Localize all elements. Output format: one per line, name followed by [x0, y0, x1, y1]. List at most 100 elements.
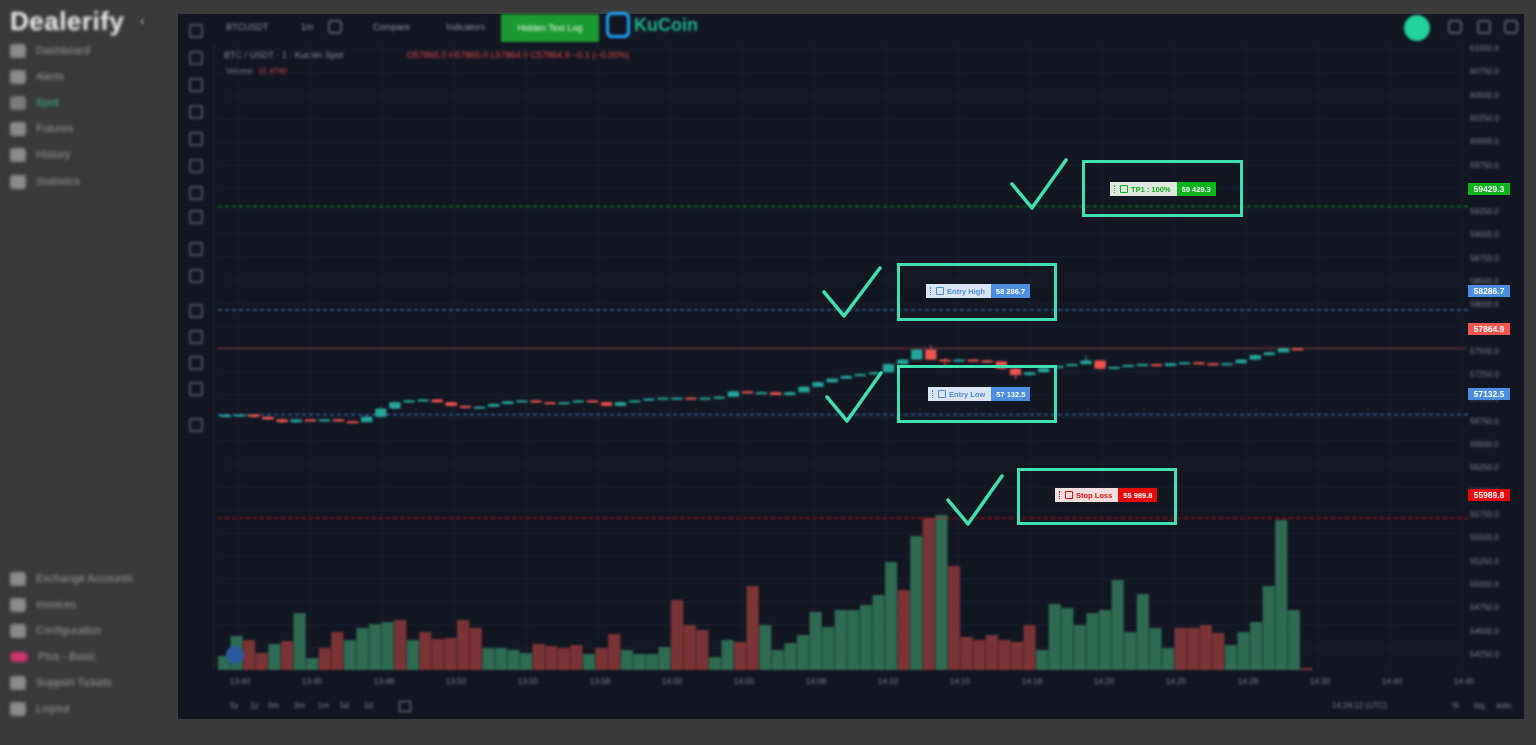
- range-6m[interactable]: 6m: [268, 701, 280, 710]
- sidebar-item-invoices[interactable]: Invoices: [10, 596, 76, 614]
- candle-type-icon[interactable]: [328, 20, 342, 34]
- lock-drawings-icon[interactable]: [189, 330, 203, 344]
- volume-bar: [922, 518, 935, 670]
- range-3m[interactable]: 3m: [294, 701, 306, 710]
- goto-date-icon[interactable]: [399, 701, 411, 712]
- log-toggle[interactable]: log: [1474, 701, 1485, 710]
- sidebar-item-dashboard[interactable]: Dashboard: [10, 42, 90, 60]
- tp-highlight-box: [1082, 160, 1243, 217]
- stop-loss-order-label[interactable]: Stop Loss 55 989.8: [1055, 488, 1158, 502]
- volume-bar: [1099, 610, 1112, 670]
- volume-bar: [998, 640, 1011, 670]
- sidebar-item-label: Spot: [36, 97, 59, 109]
- range-1m[interactable]: 1m: [318, 701, 330, 710]
- price-tick: 54750.0: [1470, 603, 1499, 613]
- candle: [911, 349, 923, 360]
- candle: [502, 401, 514, 405]
- auto-toggle[interactable]: auto: [1496, 701, 1512, 710]
- compare-button[interactable]: Compare: [373, 22, 411, 32]
- pattern-icon[interactable]: [189, 159, 203, 173]
- volume-bar: [847, 610, 860, 670]
- app-logo[interactable]: Dealerify: [10, 6, 125, 36]
- invoice-icon: [10, 598, 26, 612]
- time-tick: 13:50: [446, 677, 467, 686]
- sidebar-item-futures[interactable]: Futures: [10, 120, 73, 138]
- candle: [629, 400, 641, 403]
- brush-icon[interactable]: [189, 105, 203, 119]
- range-5y[interactable]: 5y: [230, 701, 239, 710]
- indicators-button[interactable]: Indicators: [446, 22, 486, 32]
- time-axis[interactable]: 13:40 13:45 13:48 13:50 13:55 13:58 14:00 14:05…: [218, 674, 1474, 690]
- sidebar-item-configuration[interactable]: Configuration: [10, 622, 101, 640]
- interval-selector[interactable]: 1m: [301, 22, 314, 32]
- fullscreen-icon[interactable]: [1477, 20, 1491, 34]
- sidebar-item-statistics[interactable]: Statistics: [10, 173, 80, 191]
- hide-button[interactable]: Hidden Text Log: [501, 14, 599, 42]
- eye-icon[interactable]: [189, 382, 203, 396]
- candle: [600, 402, 613, 406]
- sidebar-item-label: Invoices: [36, 599, 77, 611]
- volume-bar: [721, 640, 734, 670]
- range-5d[interactable]: 5d: [340, 701, 349, 710]
- range-1y[interactable]: 1y: [250, 701, 259, 710]
- sidebar-item-plus[interactable]: Plus - Basic: [10, 648, 96, 666]
- volume-bar: [897, 590, 910, 670]
- trendline-icon[interactable]: [189, 51, 203, 65]
- utc-clock[interactable]: 14:24:12 (UTC): [1332, 701, 1388, 710]
- settings-icon[interactable]: [1448, 20, 1462, 34]
- avatar[interactable]: [1404, 15, 1430, 41]
- volume-bar: [1187, 628, 1200, 670]
- tp-price-tag: 59429.3: [1468, 183, 1510, 195]
- candle: [318, 419, 331, 422]
- logout-icon: [10, 702, 26, 716]
- volume-bar: [431, 639, 445, 670]
- symbol-search[interactable]: BTCUSDT: [226, 22, 269, 32]
- drag-handle-icon[interactable]: [932, 390, 935, 398]
- entry-high-order-label[interactable]: Entry High 58 286.7: [926, 284, 1031, 298]
- camera-icon[interactable]: [1504, 20, 1518, 34]
- prediction-icon[interactable]: [189, 186, 203, 200]
- sidebar-item-exchange-accounts[interactable]: Exchange Accounts: [10, 570, 133, 588]
- fib-icon[interactable]: [189, 78, 203, 92]
- price-chart[interactable]: [178, 14, 1524, 719]
- ruler-icon[interactable]: [189, 242, 203, 256]
- candle: [332, 419, 345, 422]
- sidebar-item-spot[interactable]: Spot: [10, 94, 59, 112]
- hide-drawings-icon[interactable]: [189, 356, 203, 370]
- entry-low-price-tag: 57132.5: [1468, 388, 1510, 400]
- candle: [276, 419, 288, 423]
- drag-handle-icon[interactable]: [1114, 185, 1117, 193]
- legend-symbol: BTC / USDT · 1 · Kucoin Spot: [224, 50, 344, 60]
- percent-toggle[interactable]: %: [1452, 701, 1460, 710]
- text-icon[interactable]: [189, 132, 203, 146]
- crosshair-icon[interactable]: [189, 24, 203, 38]
- drawing-toolbar: [178, 14, 214, 454]
- candle: [643, 398, 655, 401]
- candle: [967, 359, 979, 362]
- candle: [1066, 364, 1078, 367]
- trash-icon[interactable]: [189, 418, 203, 432]
- tp-order-label[interactable]: TP1 : 100% 59 429.3: [1110, 182, 1216, 196]
- candle: [1108, 366, 1120, 369]
- magnet-icon[interactable]: [189, 304, 203, 318]
- lock-icon: [936, 287, 944, 295]
- entry-low-order-label[interactable]: Entry Low 57 132.5: [928, 387, 1031, 401]
- candle: [234, 414, 246, 417]
- sidebar-item-history[interactable]: History: [10, 146, 70, 164]
- sidebar-item-support-tickets[interactable]: Support Tickets: [10, 674, 112, 692]
- volume-bar: [419, 632, 432, 670]
- candle: [981, 360, 993, 363]
- price-tick: 57500.0: [1470, 346, 1499, 356]
- candle: [826, 378, 838, 383]
- drag-handle-icon[interactable]: [930, 287, 933, 295]
- chevron-left-icon[interactable]: ‹: [140, 12, 145, 28]
- sidebar-item-logout[interactable]: Logout: [10, 700, 70, 718]
- price-axis[interactable]: 61000.0 60750.0 60500.0 60250.0 60000.0 59750…: [1460, 44, 1524, 684]
- sidebar-item-alerts[interactable]: Alerts: [10, 68, 64, 86]
- zoom-icon[interactable]: [189, 269, 203, 283]
- drag-handle-icon[interactable]: [1059, 491, 1062, 499]
- volume-bar: [369, 624, 382, 670]
- time-tick: 14:30: [1310, 677, 1331, 686]
- range-1d[interactable]: 1d: [364, 701, 373, 710]
- cursor-icon[interactable]: [189, 210, 203, 224]
